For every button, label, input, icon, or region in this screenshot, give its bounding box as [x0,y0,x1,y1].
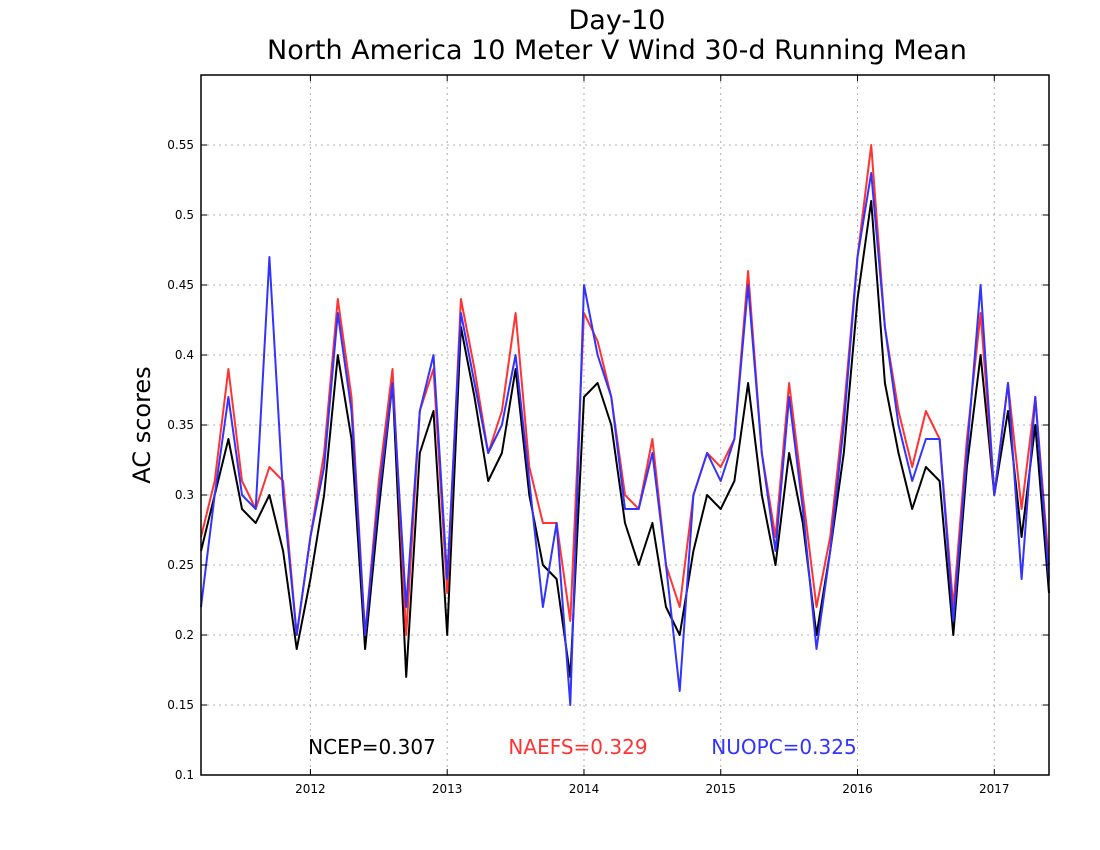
chart-title: Day-10 [569,5,666,36]
series-line-ncep [200,200,1050,678]
x-tick-label: 2014 [569,782,600,796]
legend-entry-ncep: NCEP=0.307 [308,735,436,759]
x-tick-label: 2015 [705,782,736,796]
legend-entry-nuopc: NUOPC=0.325 [711,735,856,759]
plot-frame [200,74,1050,776]
x-tick-label: 2012 [295,782,326,796]
y-tick-label: 0.1 [175,768,194,782]
axes: 0.1 0.15 0.2 0.25 0.3 0.35 0.4 0.45 0.5 0.55 2012 2… [167,74,1050,796]
series-lines [200,144,1050,706]
chart-subtitle: North America 10 Meter V Wind 30-d Runni… [267,35,967,66]
y-tick-label: 0.4 [175,348,194,362]
series-line-naefs [200,144,1050,636]
y-axis-label: AC scores [128,366,156,483]
y-tick-label: 0.45 [167,278,194,292]
legend-entry-naefs: NAEFS=0.329 [508,735,647,759]
y-tick-label: 0.3 [175,488,194,502]
x-tick-label: 2016 [842,782,873,796]
legend: NCEP=0.307 NAEFS=0.329 NUOPC=0.325 [308,735,857,759]
y-tick-label: 0.2 [175,628,194,642]
y-tick-label: 0.35 [167,418,194,432]
x-tick-label: 2017 [979,782,1010,796]
grid-lines [201,75,1049,775]
series-line-nuopc [200,172,1050,706]
y-tick-label: 0.55 [167,138,194,152]
y-tick-label: 0.15 [167,698,194,712]
y-tick-label: 0.25 [167,558,194,572]
x-tick-label: 2013 [432,782,463,796]
y-tick-label: 0.5 [175,208,194,222]
